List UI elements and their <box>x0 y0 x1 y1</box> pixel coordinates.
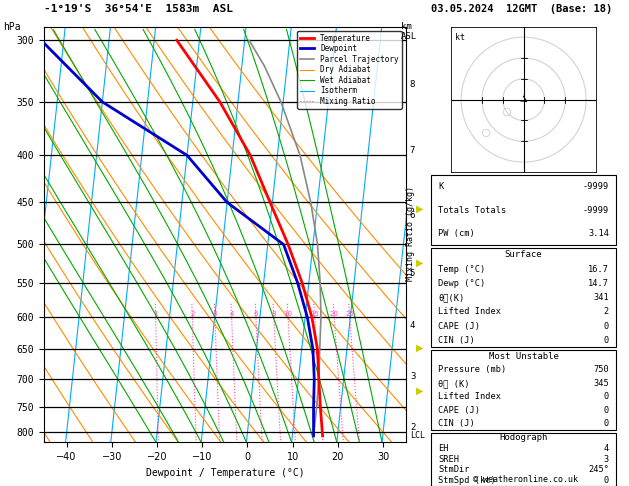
Text: 750: 750 <box>593 365 609 375</box>
Text: ▶: ▶ <box>416 386 424 396</box>
Text: StmSpd (kt): StmSpd (kt) <box>438 476 496 485</box>
Legend: Temperature, Dewpoint, Parcel Trajectory, Dry Adiabat, Wet Adiabat, Isotherm, Mi: Temperature, Dewpoint, Parcel Trajectory… <box>298 31 402 109</box>
Text: -9999: -9999 <box>582 206 609 215</box>
Text: PW (cm): PW (cm) <box>438 229 475 238</box>
Text: 25: 25 <box>345 312 354 317</box>
Text: 0: 0 <box>604 476 609 485</box>
Text: 3: 3 <box>213 312 217 317</box>
Text: 345: 345 <box>593 379 609 388</box>
Text: CAPE (J): CAPE (J) <box>438 322 481 330</box>
Text: 0: 0 <box>604 419 609 428</box>
Text: Surface: Surface <box>505 250 542 260</box>
Text: θᴄ (K): θᴄ (K) <box>438 379 470 388</box>
Text: © weatheronline.co.uk: © weatheronline.co.uk <box>473 474 577 484</box>
Text: 7: 7 <box>410 146 415 155</box>
Text: hPa: hPa <box>3 22 21 32</box>
Text: CIN (J): CIN (J) <box>438 336 475 345</box>
Text: Dewp (°C): Dewp (°C) <box>438 279 486 288</box>
Text: Most Unstable: Most Unstable <box>489 352 559 361</box>
Text: Lifted Index: Lifted Index <box>438 392 501 401</box>
Text: 3: 3 <box>604 455 609 464</box>
Text: 4: 4 <box>230 312 234 317</box>
Text: EH: EH <box>438 444 448 453</box>
Text: K: K <box>438 182 443 191</box>
Text: 8: 8 <box>272 312 276 317</box>
Text: 4: 4 <box>604 444 609 453</box>
Text: 8: 8 <box>410 80 415 89</box>
Text: 6: 6 <box>253 312 258 317</box>
Text: θᴄ(K): θᴄ(K) <box>438 293 465 302</box>
Text: -9999: -9999 <box>582 182 609 191</box>
Text: 15: 15 <box>310 312 319 317</box>
Text: 14.7: 14.7 <box>588 279 609 288</box>
Text: 16.7: 16.7 <box>588 265 609 274</box>
Text: -1°19'S  36°54'E  1583m  ASL: -1°19'S 36°54'E 1583m ASL <box>44 3 233 14</box>
Text: ▶: ▶ <box>416 258 424 267</box>
Text: ▶: ▶ <box>416 343 424 352</box>
Text: 0: 0 <box>604 405 609 415</box>
Text: 20: 20 <box>330 312 338 317</box>
Text: 4: 4 <box>410 321 415 330</box>
Text: kt: kt <box>455 33 465 42</box>
Text: 341: 341 <box>593 293 609 302</box>
Text: 2: 2 <box>604 308 609 316</box>
Text: 245°: 245° <box>588 466 609 474</box>
Text: CAPE (J): CAPE (J) <box>438 405 481 415</box>
Text: CIN (J): CIN (J) <box>438 419 475 428</box>
Text: ▶: ▶ <box>416 204 424 214</box>
Text: 6: 6 <box>410 211 415 220</box>
Text: SREH: SREH <box>438 455 459 464</box>
Text: 0: 0 <box>604 336 609 345</box>
Text: StmDir: StmDir <box>438 466 470 474</box>
Text: Totals Totals: Totals Totals <box>438 206 506 215</box>
Text: 3: 3 <box>410 372 415 381</box>
Text: 0: 0 <box>604 322 609 330</box>
Text: 0: 0 <box>604 392 609 401</box>
Text: Mixing Ratio (g/kg): Mixing Ratio (g/kg) <box>406 186 415 281</box>
Text: 03.05.2024  12GMT  (Base: 18): 03.05.2024 12GMT (Base: 18) <box>431 3 612 14</box>
Text: Lifted Index: Lifted Index <box>438 308 501 316</box>
Text: 1: 1 <box>153 312 158 317</box>
X-axis label: Dewpoint / Temperature (°C): Dewpoint / Temperature (°C) <box>145 468 304 478</box>
Text: LCL: LCL <box>410 432 425 440</box>
Text: Temp (°C): Temp (°C) <box>438 265 486 274</box>
Text: Hodograph: Hodograph <box>499 434 548 442</box>
Text: 5: 5 <box>410 269 415 278</box>
Text: 3.14: 3.14 <box>588 229 609 238</box>
Text: Pressure (mb): Pressure (mb) <box>438 365 506 375</box>
Text: 2: 2 <box>410 423 415 432</box>
Text: km
ASL: km ASL <box>401 22 418 41</box>
Text: 10: 10 <box>284 312 292 317</box>
Text: 2: 2 <box>190 312 194 317</box>
